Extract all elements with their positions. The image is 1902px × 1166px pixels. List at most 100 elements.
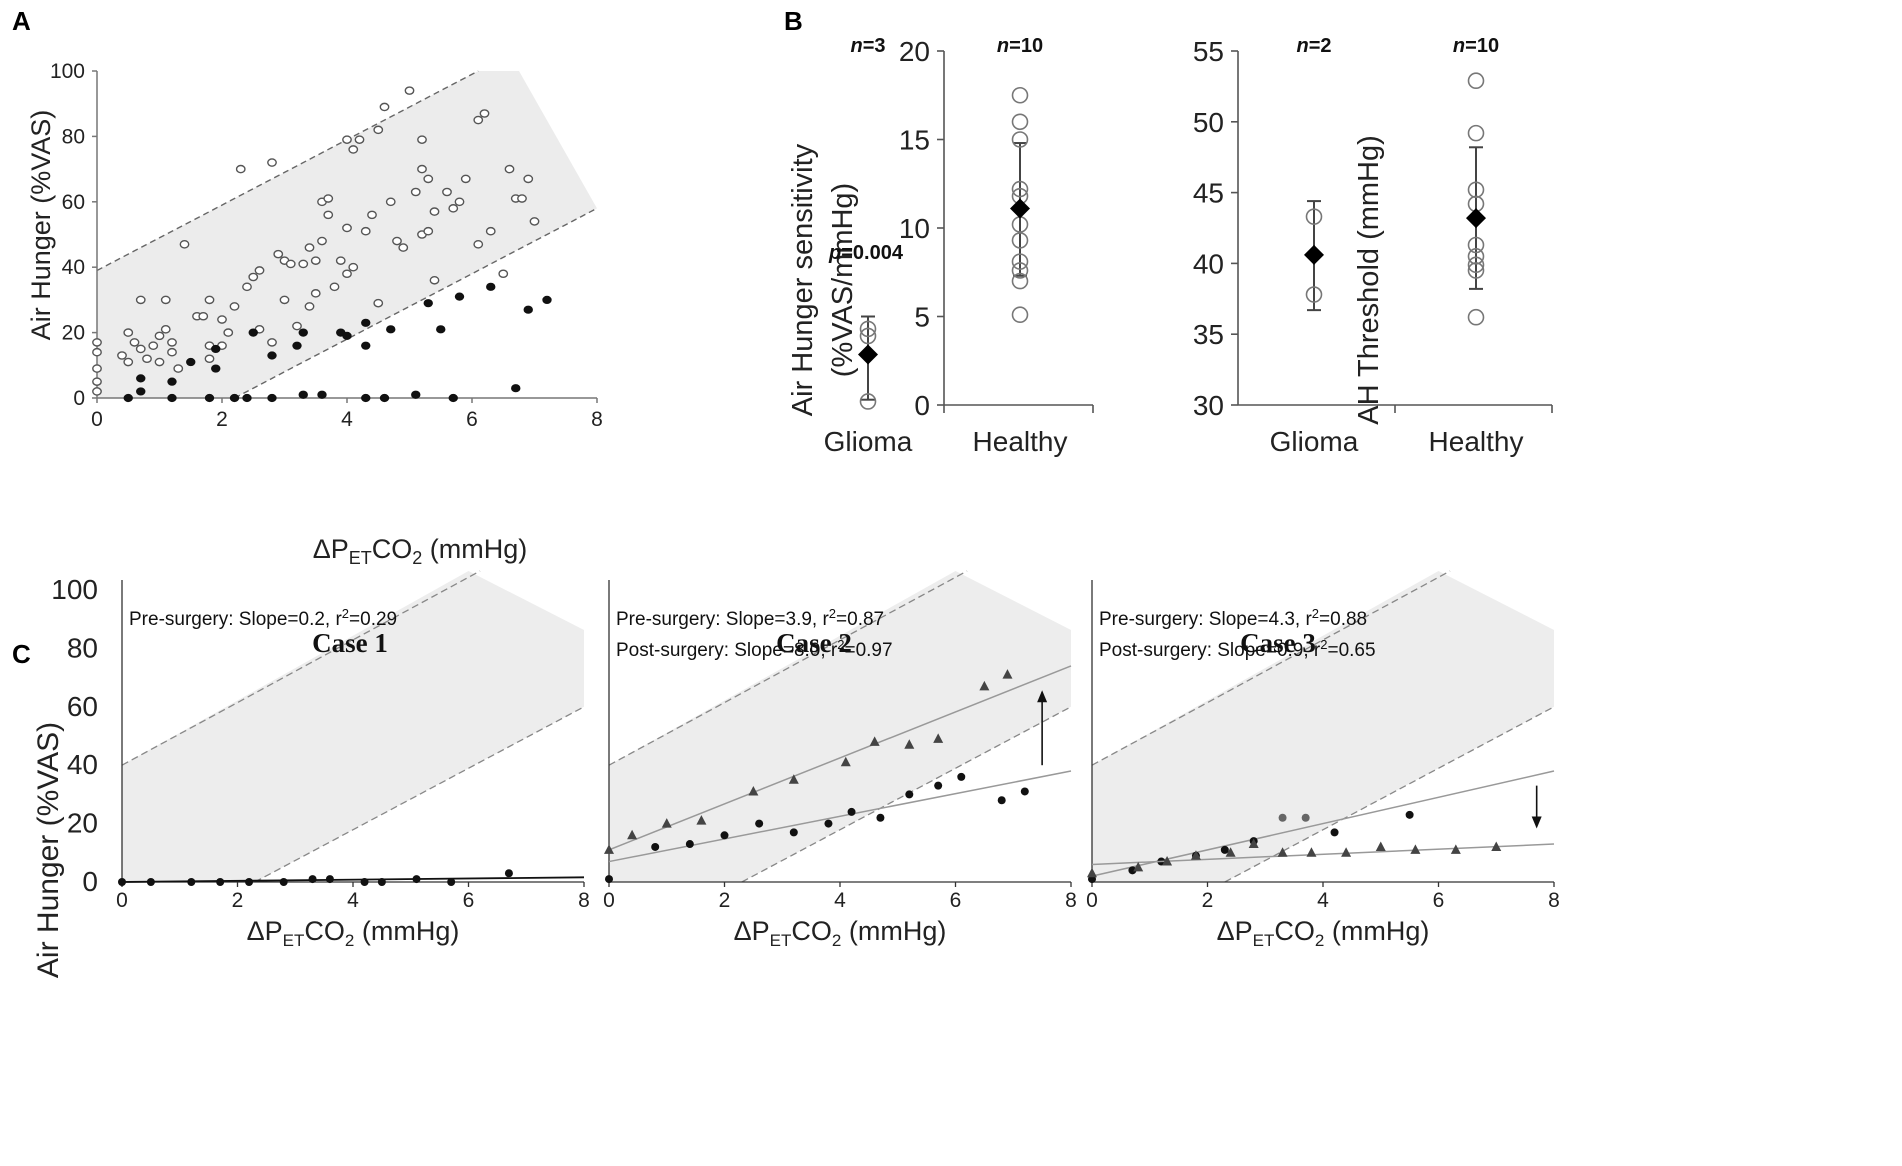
healthy-data-point bbox=[135, 344, 146, 354]
healthy-data-point bbox=[323, 194, 334, 203]
healthy-data-point bbox=[404, 86, 415, 95]
x-axis-label: ΔPETCO2 (mmHg) bbox=[1217, 916, 1430, 950]
case-title: Case 1 bbox=[312, 628, 388, 658]
pre-surgery-data-point bbox=[789, 828, 798, 837]
pre-surgery-data-point bbox=[216, 878, 225, 886]
healthy-data-point bbox=[167, 338, 177, 347]
glioma-data-point bbox=[211, 364, 221, 373]
healthy-data-point bbox=[523, 174, 534, 184]
healthy-data-point bbox=[204, 354, 215, 364]
healthy-data-point bbox=[348, 145, 359, 154]
post-surgery-data-point bbox=[1133, 861, 1144, 872]
individual-data-point bbox=[1011, 306, 1029, 324]
individual-data-point bbox=[1011, 86, 1029, 104]
y-tick-label: 100 bbox=[50, 60, 85, 83]
healthy-data-point bbox=[473, 240, 484, 249]
pre-surgery-data-point bbox=[1128, 866, 1137, 875]
y-tick-label: 20 bbox=[899, 36, 930, 67]
healthy-data-point bbox=[292, 321, 302, 331]
band-lower-dashed-line bbox=[254, 706, 585, 883]
panel-label-b: B bbox=[784, 6, 803, 36]
healthy-data-point bbox=[179, 240, 190, 249]
individual-data-point bbox=[1467, 124, 1485, 142]
panel-label-c: C bbox=[12, 639, 31, 669]
glioma-data-point bbox=[186, 357, 196, 367]
pre-surgery-data-point bbox=[997, 796, 1006, 805]
individual-data-point bbox=[1467, 256, 1485, 274]
post-surgery-data-point bbox=[788, 774, 799, 784]
x-tick-label: 2 bbox=[232, 889, 244, 912]
healthy-data-point bbox=[123, 328, 134, 337]
healthy-data-point bbox=[235, 164, 246, 174]
y-tick-label: 80 bbox=[62, 125, 85, 148]
healthy-data-point bbox=[442, 187, 452, 197]
healthy-data-point bbox=[367, 210, 377, 220]
xlabel-post: (mmHg) bbox=[422, 534, 527, 564]
panel-a-y-axis-label: Air Hunger (%VAS) bbox=[26, 110, 56, 341]
healthy-data-point bbox=[173, 364, 184, 373]
x-tick-label: 4 bbox=[347, 889, 359, 912]
healthy-data-point bbox=[335, 256, 346, 265]
x-tick-label: 0 bbox=[116, 889, 128, 912]
legend-entry: Post-surgery: Slope=8.0, r2=0.97 bbox=[616, 637, 893, 661]
y-tick-label: 55 bbox=[1193, 36, 1224, 67]
panel-a-chart: Air Hunger (%VAS) ΔPETCO2 (mmHg) 0204060… bbox=[26, 60, 603, 568]
healthy-data-point bbox=[304, 302, 315, 311]
pre-surgery-data-point bbox=[279, 878, 288, 886]
individual-data-point bbox=[1467, 308, 1485, 326]
healthy-data-point bbox=[373, 125, 384, 135]
n-label-healthy: n=10 bbox=[1453, 35, 1499, 57]
post-surgery-data-point bbox=[1450, 844, 1461, 854]
healthy-data-point bbox=[92, 364, 102, 373]
n-label-glioma: n=3 bbox=[850, 35, 885, 57]
individual-data-point bbox=[859, 320, 877, 338]
pre-surgery-data-point bbox=[720, 831, 729, 840]
glioma-data-point bbox=[454, 292, 465, 301]
x-tick-label: 4 bbox=[834, 889, 846, 912]
panel-c-charts: Air Hunger (%VAS) 0 2 4 6 8020406080100Case … bbox=[32, 570, 1560, 978]
pre-surgery-data-point bbox=[847, 807, 856, 816]
glioma-data-point bbox=[267, 393, 277, 403]
y-tick-label: 80 bbox=[67, 632, 98, 663]
x-tick-label: 4 bbox=[341, 408, 353, 431]
pre-surgery-data-point bbox=[905, 790, 914, 799]
healthy-data-point bbox=[429, 207, 440, 216]
glioma-data-point bbox=[436, 325, 446, 334]
x-axis-label: ΔPETCO2 (mmHg) bbox=[247, 916, 460, 950]
glioma-data-point bbox=[542, 295, 552, 304]
x-tick-label: 2 bbox=[1202, 889, 1214, 912]
healthy-data-point bbox=[92, 347, 102, 357]
healthy-data-point bbox=[360, 226, 371, 236]
pre-surgery-data-point bbox=[685, 840, 694, 849]
legend-entry: Post-surgery: Slope=0.9, r2=0.65 bbox=[1099, 637, 1376, 661]
healthy-data-point bbox=[373, 298, 384, 308]
healthy-data-point bbox=[217, 315, 227, 324]
glioma-data-point bbox=[136, 387, 146, 396]
healthy-data-point bbox=[123, 357, 134, 367]
case-2-chart: 0 2 4 6 8 Case 2 ΔPETCO2 (mmHg) Pre-surgery: Sl… bbox=[603, 570, 1077, 950]
x-tick-label: 4 bbox=[1317, 889, 1329, 912]
category-label-glioma: Glioma bbox=[1270, 426, 1359, 457]
band-upper-dashed-line bbox=[96, 70, 479, 272]
healthy-data-point bbox=[148, 341, 159, 350]
healthy-data-point bbox=[248, 272, 259, 282]
x-tick-label: 8 bbox=[578, 889, 590, 912]
healthy-data-point bbox=[298, 259, 309, 269]
post-surgery-data-point bbox=[661, 818, 672, 828]
pre-surgery-data-point bbox=[412, 875, 421, 884]
healthy-data-point bbox=[460, 174, 471, 184]
legend-entry: Pre-surgery: Slope=0.2, r2=0.29 bbox=[129, 606, 397, 630]
pre-surgery-data-point bbox=[1330, 828, 1339, 837]
post-surgery-data-point bbox=[1341, 847, 1352, 857]
mean-marker bbox=[858, 344, 878, 365]
glioma-data-point bbox=[448, 393, 458, 403]
y-tick-label: 15 bbox=[899, 125, 930, 156]
glioma-data-point bbox=[411, 390, 421, 399]
healthy-data-point bbox=[342, 269, 352, 279]
individual-data-point bbox=[859, 327, 877, 345]
band-lower-dashed-line bbox=[741, 706, 1072, 883]
post-surgery-data-point bbox=[604, 844, 614, 854]
y-tick-label: 40 bbox=[1193, 248, 1224, 279]
pre-surgery-data-point bbox=[308, 875, 317, 884]
